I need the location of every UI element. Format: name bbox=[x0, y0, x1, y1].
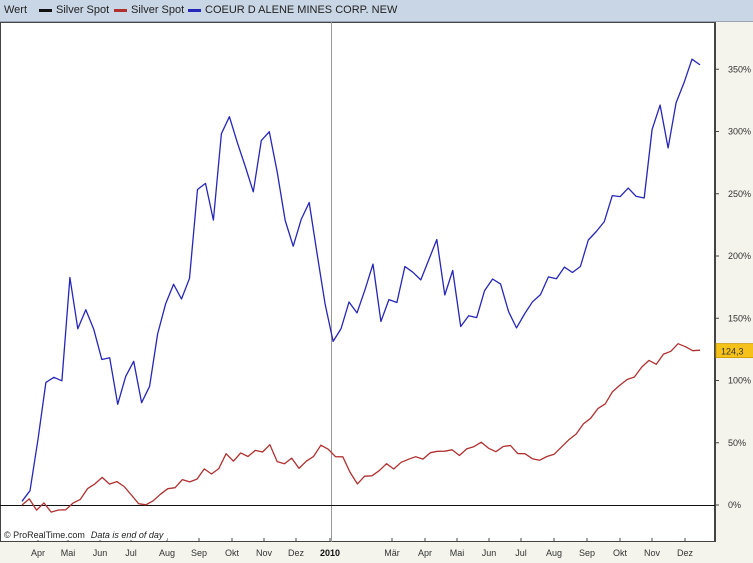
x-tick-label: 2010 bbox=[320, 548, 340, 558]
current-value-badge bbox=[715, 343, 753, 359]
legend-swatch-red bbox=[114, 8, 127, 12]
data-note: Data is end of day bbox=[90, 530, 164, 540]
legend-label: COEUR D ALENE MINES CORP. NEW bbox=[205, 4, 398, 16]
plot-border bbox=[0, 22, 715, 542]
legend-swatch-blue bbox=[188, 8, 201, 12]
x-tick-label: Nov bbox=[644, 548, 661, 558]
x-tick-label: Sep bbox=[191, 548, 207, 558]
y-tick-label: 100% bbox=[728, 376, 751, 386]
copyright-text: © ProRealTime.com bbox=[4, 530, 85, 540]
y-tick-label: 150% bbox=[728, 313, 751, 323]
x-tick-label: Jun bbox=[482, 548, 497, 558]
y-tick-label: 250% bbox=[728, 189, 751, 199]
x-tick-label: Jun bbox=[93, 548, 108, 558]
x-tick-label: Okt bbox=[225, 548, 240, 558]
x-tick-label: Dez bbox=[677, 548, 694, 558]
x-tick-label: Mai bbox=[450, 548, 465, 558]
x-tick-label: Apr bbox=[31, 548, 45, 558]
y-tick-label: 200% bbox=[728, 251, 751, 261]
plot-area bbox=[0, 22, 715, 542]
legend-title: Wert bbox=[4, 4, 28, 16]
x-tick-label: Aug bbox=[546, 548, 562, 558]
y-tick-label: 50% bbox=[728, 438, 746, 448]
x-tick-label: Jul bbox=[515, 548, 527, 558]
legend-label: Silver Spot bbox=[131, 4, 185, 16]
x-tick-label: Mai bbox=[61, 548, 76, 558]
legend-label: Silver Spot bbox=[56, 4, 110, 16]
legend-swatch-black bbox=[39, 8, 52, 12]
legend-item-silver-black[interactable]: Silver Spot bbox=[39, 4, 109, 16]
legend-item-coeur[interactable]: COEUR D ALENE MINES CORP. NEW bbox=[188, 4, 397, 16]
series-line-silver-spot bbox=[21, 343, 701, 513]
x-tick-label: Okt bbox=[613, 548, 628, 558]
x-tick-label: Jul bbox=[125, 548, 137, 558]
x-tick-label: Apr bbox=[418, 548, 432, 558]
x-tick-label: Nov bbox=[256, 548, 273, 558]
x-tick-label: Dez bbox=[288, 548, 305, 558]
copyright-notice: © ProRealTime.com Data is end of day bbox=[4, 530, 168, 540]
x-tick-label: Aug bbox=[159, 548, 175, 558]
legend-bar: Wert Silver Spot Silver Spot COEUR D ALE… bbox=[0, 0, 753, 22]
x-tick-label: Sep bbox=[579, 548, 595, 558]
y-tick-label: 300% bbox=[728, 127, 751, 137]
current-value-label: 124,3 bbox=[721, 347, 744, 357]
y-tick-label: 0% bbox=[728, 500, 741, 510]
series-line-coeur-d-alene bbox=[21, 58, 701, 502]
y-tick-label: 350% bbox=[728, 64, 751, 74]
legend-item-silver-red[interactable]: Silver Spot bbox=[114, 4, 184, 16]
x-tick-label: Mär bbox=[384, 548, 400, 558]
